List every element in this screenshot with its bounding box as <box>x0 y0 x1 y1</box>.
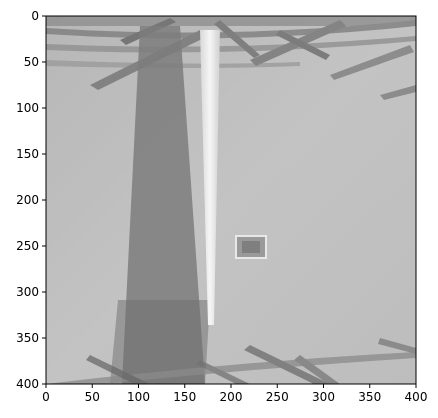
x-tick-label: 350 <box>358 390 381 404</box>
x-tick-label: 0 <box>42 390 50 404</box>
tower-shadow <box>122 26 205 384</box>
x-tick-label: 150 <box>173 390 196 404</box>
x-tick-label: 250 <box>266 390 289 404</box>
y-tick-label: 0 <box>31 9 39 23</box>
x-axis: 0 50 100 150 200 250 300 350 400 <box>42 384 427 404</box>
tower-shadow-lower <box>110 300 210 384</box>
ground-surface <box>46 16 416 384</box>
y-tick-label: 150 <box>16 147 39 161</box>
vehicle <box>235 235 267 259</box>
y-axis: 0 50 100 150 200 250 300 350 400 <box>16 9 46 391</box>
y-tick-label: 50 <box>24 55 39 69</box>
y-tick-label: 400 <box>16 377 39 391</box>
y-tick-label: 350 <box>16 331 39 345</box>
x-tick-label: 50 <box>85 390 100 404</box>
x-tick-label: 300 <box>312 390 335 404</box>
x-tick-label: 400 <box>405 390 428 404</box>
y-tick-label: 100 <box>16 101 39 115</box>
x-tick-label: 200 <box>220 390 243 404</box>
aerial-photo <box>46 16 416 384</box>
y-tick-label: 200 <box>16 193 39 207</box>
bright-beam <box>200 30 220 325</box>
x-tick-label: 100 <box>127 390 150 404</box>
y-tick-label: 300 <box>16 285 39 299</box>
y-tick-label: 250 <box>16 239 39 253</box>
bottom-scaffold-structure <box>46 338 416 384</box>
